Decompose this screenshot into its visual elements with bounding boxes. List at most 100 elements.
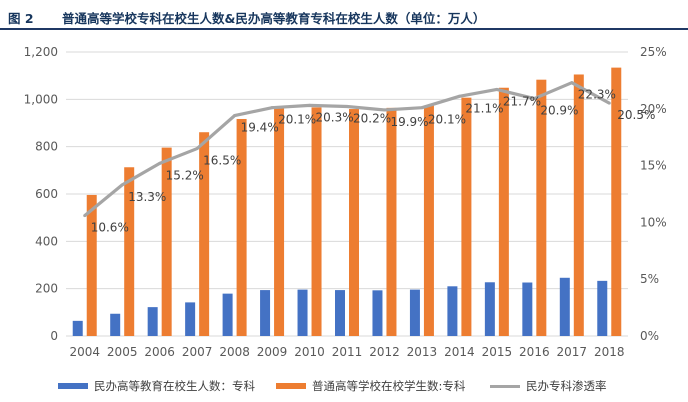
rate-point <box>158 161 162 165</box>
x-tick-label: 2017 <box>557 345 588 359</box>
x-tick-label: 2010 <box>294 345 325 359</box>
bar-private <box>597 280 608 336</box>
bar-general <box>86 194 97 336</box>
bar-general <box>124 167 135 336</box>
rate-point <box>83 214 87 218</box>
rate-point <box>345 105 349 109</box>
y-right-tick-label: 5% <box>640 272 659 286</box>
figure-title: 普通高等学校专科在校生人数&民办高等教育专科在校生人数（单位：万人） <box>62 11 486 26</box>
y-left-tick-label: 600 <box>35 187 58 201</box>
rate-data-label: 16.5% <box>203 154 241 168</box>
x-tick-label: 2004 <box>69 345 100 359</box>
rate-point <box>270 106 274 110</box>
rate-point <box>308 103 312 107</box>
x-tick-label: 2012 <box>369 345 400 359</box>
bar-private <box>409 289 420 336</box>
y-right-tick-label: 25% <box>640 45 667 59</box>
x-tick-label: 2005 <box>107 345 138 359</box>
rate-data-label: 19.4% <box>241 121 279 135</box>
rate-point <box>532 97 536 101</box>
rate-point <box>195 147 199 151</box>
bar-general <box>349 109 359 336</box>
rate-point <box>570 81 574 85</box>
x-tick-label: 2015 <box>482 345 513 359</box>
y-left-tick-label: 400 <box>35 234 58 248</box>
rate-data-label: 20.5% <box>617 108 655 122</box>
rate-point <box>457 94 461 98</box>
legend-label-rate: 民办专科渗透率 <box>526 379 607 393</box>
bar-general <box>611 67 622 336</box>
bar-general <box>461 97 472 336</box>
x-tick-label: 2007 <box>182 345 213 359</box>
legend-item-general: 普通高等学校在校学生数:专科 <box>276 378 465 394</box>
bar-private <box>222 293 233 336</box>
bar-general <box>311 107 322 336</box>
rate-data-label: 21.1% <box>465 101 503 115</box>
rate-point <box>233 114 237 118</box>
x-tick-label: 2008 <box>219 345 250 359</box>
bar-private <box>297 289 308 336</box>
x-tick-label: 2009 <box>257 345 288 359</box>
y-right-tick-label: 10% <box>640 215 667 229</box>
x-tick-label: 2011 <box>332 345 363 359</box>
bar-general <box>161 147 172 336</box>
legend: 民办高等教育在校生人数：专科 普通高等学校在校学生数:专科 民办专科渗透率 <box>0 374 688 396</box>
x-tick-label: 2013 <box>407 345 438 359</box>
rate-data-label: 20.1% <box>278 113 316 127</box>
bar-private <box>522 282 533 336</box>
rate-data-label: 13.3% <box>128 190 166 204</box>
x-tick-label: 2016 <box>519 345 550 359</box>
bar-private <box>372 290 383 336</box>
bar-private <box>447 286 458 336</box>
bar-private <box>559 277 570 336</box>
bar-general <box>386 107 397 336</box>
x-tick-label: 2018 <box>594 345 625 359</box>
rate-point <box>420 106 424 110</box>
title-rule <box>0 28 688 30</box>
rate-point <box>382 108 386 112</box>
legend-label-general: 普通高等学校在校学生数:专科 <box>312 379 466 393</box>
legend-swatch-private <box>58 383 88 389</box>
rate-data-label: 15.2% <box>166 168 204 182</box>
y-left-tick-label: 1,200 <box>24 45 58 59</box>
bar-private <box>335 290 345 336</box>
rate-point <box>495 87 499 91</box>
legend-item-private: 民办高等教育在校生人数：专科 <box>58 378 255 394</box>
bar-private <box>147 307 158 336</box>
y-right-tick-label: 0% <box>640 329 659 343</box>
rate-data-label: 20.9% <box>540 104 578 118</box>
bar-private <box>260 290 271 336</box>
figure-label: 图 2 <box>8 11 34 26</box>
x-tick-label: 2006 <box>144 345 175 359</box>
rate-point <box>120 183 124 187</box>
rate-data-label: 21.7% <box>503 94 541 108</box>
y-left-tick-label: 200 <box>35 282 58 296</box>
bar-general <box>423 105 434 336</box>
bar-general <box>274 107 285 336</box>
y-right-tick-label: 20% <box>640 102 667 116</box>
y-left-tick-label: 0 <box>50 329 58 343</box>
bar-private <box>185 302 196 336</box>
rate-point <box>607 101 611 105</box>
x-tick-label: 2014 <box>444 345 475 359</box>
legend-swatch-rate <box>490 384 520 388</box>
y-left-tick-label: 800 <box>35 140 58 154</box>
y-right-tick-label: 15% <box>640 159 667 173</box>
figure-header: 图 2 普通高等学校专科在校生人数&民办高等教育专科在校生人数（单位：万人） <box>0 0 688 34</box>
legend-swatch-general <box>276 383 306 389</box>
legend-item-rate: 民办专科渗透率 <box>490 378 607 394</box>
legend-label-private: 民办高等教育在校生人数：专科 <box>94 379 255 393</box>
bar-private <box>72 320 83 336</box>
bar-general <box>536 79 547 336</box>
rate-data-label: 20.1% <box>428 113 466 127</box>
rate-data-label: 10.6% <box>91 221 129 235</box>
bar-general <box>199 132 210 336</box>
rate-data-label: 20.3% <box>316 110 354 124</box>
bar-private <box>110 313 121 336</box>
bar-general <box>498 87 509 336</box>
bar-general <box>573 74 584 336</box>
combo-chart: 0 200 400 600 800 1,000 1,200 0% 5% 10% 15% 20% 25% 2… <box>24 45 667 359</box>
bar-private <box>484 282 495 336</box>
rate-data-label: 19.9% <box>390 115 428 129</box>
rate-data-label: 20.2% <box>353 112 391 126</box>
